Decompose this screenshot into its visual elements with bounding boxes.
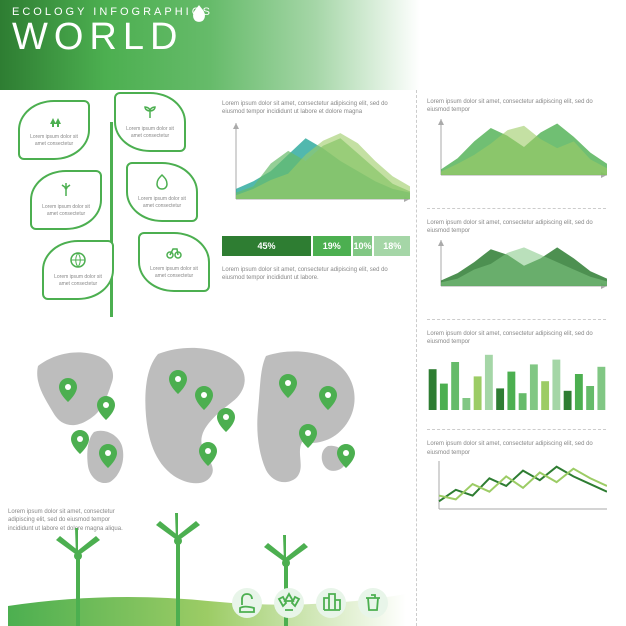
leaf-node: Lorem ipsum dolor sit amet consectetur (30, 170, 102, 230)
leaf-shape (18, 100, 90, 160)
leaf-shape (138, 232, 210, 292)
right-chart-3 (427, 350, 607, 410)
percent-bar-segment: 10% (353, 236, 373, 256)
leaf-shape (126, 162, 198, 222)
leaf-text: Lorem ipsum dolor sit amet consectetur (50, 274, 106, 287)
percent-bar-segment: 18% (374, 236, 410, 256)
leaf-text: Lorem ipsum dolor sit amet consectetur (146, 266, 202, 279)
leaf-shape (42, 240, 114, 300)
leaf-shape (114, 92, 186, 152)
right-text-2: Lorem ipsum dolor sit amet, consectetur … (427, 219, 606, 236)
leaf-text: Lorem ipsum dolor sit amet consectetur (26, 134, 82, 147)
leaf-node: Lorem ipsum dolor sit amet consectetur (114, 92, 186, 152)
right-block-3: Lorem ipsum dolor sit amet, consectetur … (427, 330, 606, 416)
main-content: Lorem ipsum dolor sit amet consectetur L… (0, 90, 626, 626)
map-pin-icon (217, 408, 235, 432)
trees-icon (44, 110, 64, 130)
bike-icon (164, 242, 184, 262)
globe-icon (68, 250, 88, 270)
plant-diagram: Lorem ipsum dolor sit amet consectetur L… (8, 92, 216, 322)
area-chart-svg (222, 123, 410, 213)
percent-bar-chart: 45%19%10%18% (222, 236, 410, 256)
header-title: WORLD (12, 16, 183, 59)
right-block-1: Lorem ipsum dolor sit amet, consectetur … (427, 98, 606, 194)
percent-bar-segment: 19% (313, 236, 351, 256)
right-chart-1 (427, 119, 607, 189)
right-text-4: Lorem ipsum dolor sit amet, consectetur … (427, 440, 606, 457)
city-icon (316, 588, 346, 618)
right-text-1: Lorem ipsum dolor sit amet, consectetur … (427, 98, 606, 115)
hand-plant-icon (232, 588, 262, 618)
leaf-text: Lorem ipsum dolor sit amet consectetur (38, 204, 94, 217)
map-pin-icon (299, 424, 317, 448)
divider (427, 319, 606, 320)
leaf-icon (152, 172, 172, 192)
header: ECOLOGY INFOGRAPHICS WORLD (0, 0, 626, 90)
trash-icon (358, 588, 388, 618)
turbine-icon (56, 180, 76, 200)
percent-bar-desc: Lorem ipsum dolor sit amet, consectetur … (222, 266, 410, 283)
plant-icon (140, 102, 160, 122)
leaf-shape (30, 170, 102, 230)
area-chart-main: Lorem ipsum dolor sit amet, consectetur … (222, 100, 410, 213)
right-text-3: Lorem ipsum dolor sit amet, consectetur … (427, 330, 606, 347)
right-block-4: Lorem ipsum dolor sit amet, consectetur … (427, 440, 606, 526)
map-pin-icon (97, 396, 115, 420)
percent-bar-segment: 45% (222, 236, 311, 256)
left-column: Lorem ipsum dolor sit amet consectetur L… (0, 90, 416, 626)
map-pin-icon (71, 430, 89, 454)
right-block-2: Lorem ipsum dolor sit amet, consectetur … (427, 219, 606, 305)
leaf-node: Lorem ipsum dolor sit amet consectetur (42, 240, 114, 300)
area-chart-desc: Lorem ipsum dolor sit amet, consectetur … (222, 100, 410, 117)
leaf-node: Lorem ipsum dolor sit amet consectetur (18, 100, 90, 160)
divider (427, 208, 606, 209)
right-chart-4 (427, 461, 607, 521)
eco-icon-row (232, 588, 388, 618)
leaf-text: Lorem ipsum dolor sit amet consectetur (134, 196, 190, 209)
world-map (8, 326, 406, 494)
divider (427, 429, 606, 430)
leaf-icon (188, 4, 210, 26)
right-column: Lorem ipsum dolor sit amet, consectetur … (416, 90, 616, 626)
leaf-node: Lorem ipsum dolor sit amet consectetur (126, 162, 198, 222)
right-chart-2 (427, 240, 607, 300)
recycle-icon (274, 588, 304, 618)
leaf-node: Lorem ipsum dolor sit amet consectetur (138, 232, 210, 292)
leaf-text: Lorem ipsum dolor sit amet consectetur (122, 126, 178, 139)
